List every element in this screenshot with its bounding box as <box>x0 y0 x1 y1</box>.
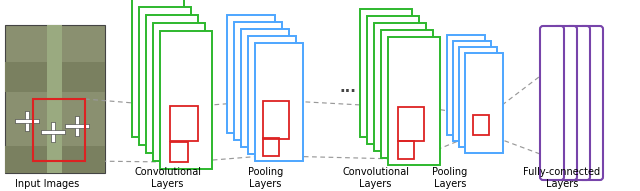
Text: Pooling
Layers: Pooling Layers <box>432 168 468 189</box>
Bar <box>459 47 497 147</box>
Bar <box>25 111 29 131</box>
Bar <box>241 29 289 147</box>
Bar <box>263 138 279 156</box>
Bar <box>33 99 85 161</box>
Text: Fully-connected
Layers: Fully-connected Layers <box>524 168 600 189</box>
FancyBboxPatch shape <box>553 26 577 180</box>
Bar <box>170 106 198 141</box>
Bar <box>381 30 433 158</box>
FancyBboxPatch shape <box>579 26 603 180</box>
Bar <box>453 41 491 141</box>
FancyBboxPatch shape <box>540 26 564 180</box>
Bar <box>160 31 212 169</box>
Text: ···: ··· <box>340 83 356 99</box>
Bar <box>170 142 188 162</box>
Bar <box>367 16 419 144</box>
Text: Convolutional
Layers: Convolutional Layers <box>134 168 201 189</box>
Bar <box>255 43 303 161</box>
Bar <box>41 129 65 134</box>
Bar <box>248 36 296 154</box>
Bar <box>5 146 105 173</box>
Bar <box>263 101 289 139</box>
Bar <box>132 0 184 137</box>
Bar <box>47 25 62 173</box>
Text: Convolutional
Layers: Convolutional Layers <box>342 168 409 189</box>
Bar <box>465 53 503 153</box>
Bar <box>388 37 440 165</box>
Text: Pooling
Layers: Pooling Layers <box>248 168 284 189</box>
Bar <box>75 116 79 136</box>
Bar <box>398 107 424 141</box>
Text: Input Images: Input Images <box>15 179 79 189</box>
Bar <box>146 15 198 153</box>
Bar <box>398 141 414 159</box>
Bar <box>374 23 426 151</box>
Bar <box>15 119 39 123</box>
Bar <box>139 7 191 145</box>
Bar <box>51 121 55 142</box>
Bar <box>5 25 105 173</box>
Bar <box>447 35 485 135</box>
Bar <box>5 62 105 92</box>
FancyBboxPatch shape <box>566 26 590 180</box>
Bar <box>360 9 412 137</box>
Bar <box>227 15 275 133</box>
Bar <box>234 22 282 140</box>
Bar <box>65 124 89 128</box>
Bar <box>473 115 489 135</box>
Bar <box>153 23 205 161</box>
